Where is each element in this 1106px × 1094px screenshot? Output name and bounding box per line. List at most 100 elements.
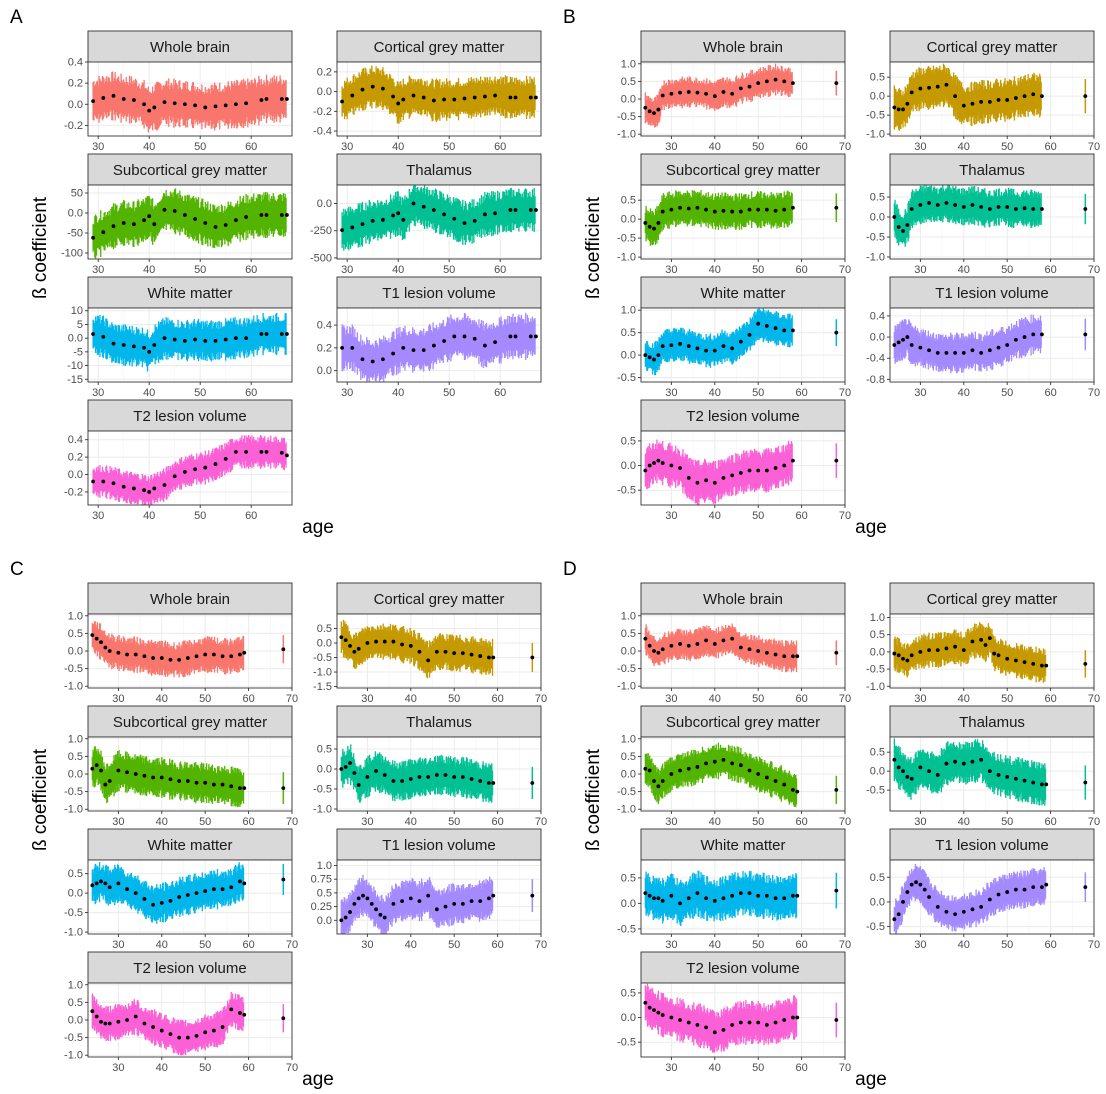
data-point bbox=[656, 108, 660, 112]
data-point bbox=[988, 207, 992, 211]
data-point bbox=[463, 97, 467, 101]
data-point bbox=[101, 335, 105, 339]
x-tick-label: 50 bbox=[1001, 264, 1013, 276]
data-point bbox=[905, 223, 909, 227]
data-point bbox=[897, 225, 901, 229]
y-tick-label: 0.0 bbox=[317, 638, 332, 650]
data-point bbox=[529, 335, 533, 339]
data-point bbox=[687, 344, 691, 348]
data-point bbox=[979, 205, 983, 209]
panel-letter: B bbox=[563, 7, 576, 28]
facet-title: T1 lesion volume bbox=[935, 285, 1048, 302]
x-tick-label: 60 bbox=[494, 141, 506, 153]
data-point bbox=[365, 775, 369, 779]
y-tick-label: 0.5 bbox=[621, 195, 636, 207]
y-tick-label: -1.0 bbox=[64, 804, 83, 816]
data-point bbox=[260, 450, 264, 454]
data-point bbox=[361, 222, 365, 226]
y-tick-label: 0.5 bbox=[68, 751, 83, 763]
data-point bbox=[214, 462, 218, 466]
data-point bbox=[661, 461, 665, 465]
data-point bbox=[203, 339, 207, 343]
data-point bbox=[470, 777, 474, 781]
data-point bbox=[927, 86, 931, 90]
data-point bbox=[678, 91, 682, 95]
data-point bbox=[442, 212, 446, 216]
data-point bbox=[234, 336, 238, 340]
data-point bbox=[112, 94, 116, 98]
data-point bbox=[696, 206, 700, 210]
data-point bbox=[244, 450, 248, 454]
data-point bbox=[648, 355, 652, 359]
x-tick-label: 40 bbox=[156, 693, 168, 705]
data-point bbox=[945, 201, 949, 205]
x-tick-label: 60 bbox=[245, 264, 257, 276]
data-point bbox=[186, 656, 190, 660]
data-point bbox=[514, 335, 518, 339]
y-tick-label: -0.5 bbox=[313, 784, 332, 796]
data-point bbox=[160, 656, 164, 660]
data-point bbox=[739, 210, 743, 214]
data-point bbox=[483, 344, 487, 348]
x-tick-label: 70 bbox=[1088, 141, 1100, 153]
data-point bbox=[412, 348, 416, 352]
x-tick-label: 30 bbox=[92, 387, 104, 399]
data-point bbox=[534, 208, 538, 212]
data-point bbox=[91, 480, 95, 484]
y-tick-label: -1.0 bbox=[313, 667, 332, 679]
data-point bbox=[224, 103, 228, 107]
data-point bbox=[1014, 207, 1018, 211]
data-point bbox=[988, 348, 992, 352]
data-point bbox=[280, 451, 284, 455]
data-point bbox=[901, 229, 905, 233]
data-point bbox=[444, 773, 448, 777]
y-tick-label: -0.5 bbox=[617, 111, 636, 123]
y-tick-label: 0.0 bbox=[621, 94, 636, 106]
data-point bbox=[173, 474, 177, 478]
x-tick-label: 70 bbox=[286, 816, 298, 828]
x-tick-label: 70 bbox=[1088, 264, 1100, 276]
x-tick-label: 70 bbox=[535, 693, 547, 705]
x-tick-label: 50 bbox=[194, 141, 206, 153]
data-point bbox=[361, 357, 365, 361]
data-point bbox=[365, 641, 369, 645]
data-point bbox=[163, 483, 167, 487]
x-tick-label: 70 bbox=[286, 693, 298, 705]
data-point bbox=[756, 322, 760, 326]
data-point bbox=[1083, 94, 1087, 98]
data-point bbox=[339, 767, 343, 771]
data-point bbox=[529, 96, 533, 100]
data-point bbox=[340, 100, 344, 104]
x-tick-label: 30 bbox=[341, 264, 353, 276]
data-point bbox=[774, 326, 778, 330]
x-tick-label: 30 bbox=[112, 816, 124, 828]
data-point bbox=[648, 464, 652, 468]
data-point bbox=[163, 336, 167, 340]
data-point bbox=[203, 221, 207, 225]
data-point bbox=[280, 332, 284, 336]
data-point bbox=[280, 213, 284, 217]
data-point bbox=[212, 783, 216, 787]
x-tick-label: 60 bbox=[795, 387, 807, 399]
x-tick-label: 30 bbox=[92, 510, 104, 522]
data-point bbox=[234, 102, 238, 106]
data-point bbox=[669, 343, 673, 347]
data-point bbox=[116, 651, 120, 655]
data-point bbox=[186, 779, 190, 783]
y-tick-label: -10 bbox=[67, 360, 83, 372]
y-tick-label: -0.2 bbox=[313, 106, 332, 118]
data-point bbox=[782, 79, 786, 83]
x-tick-label: 40 bbox=[156, 816, 168, 828]
data-point bbox=[361, 88, 365, 92]
data-point bbox=[151, 776, 155, 780]
x-tick-label: 60 bbox=[494, 387, 506, 399]
data-point bbox=[971, 102, 975, 106]
data-point bbox=[103, 646, 107, 650]
x-axis-title: age bbox=[302, 1069, 334, 1089]
data-point bbox=[1023, 206, 1027, 210]
data-point bbox=[142, 488, 146, 492]
y-tick-label: 0.2 bbox=[317, 342, 332, 354]
